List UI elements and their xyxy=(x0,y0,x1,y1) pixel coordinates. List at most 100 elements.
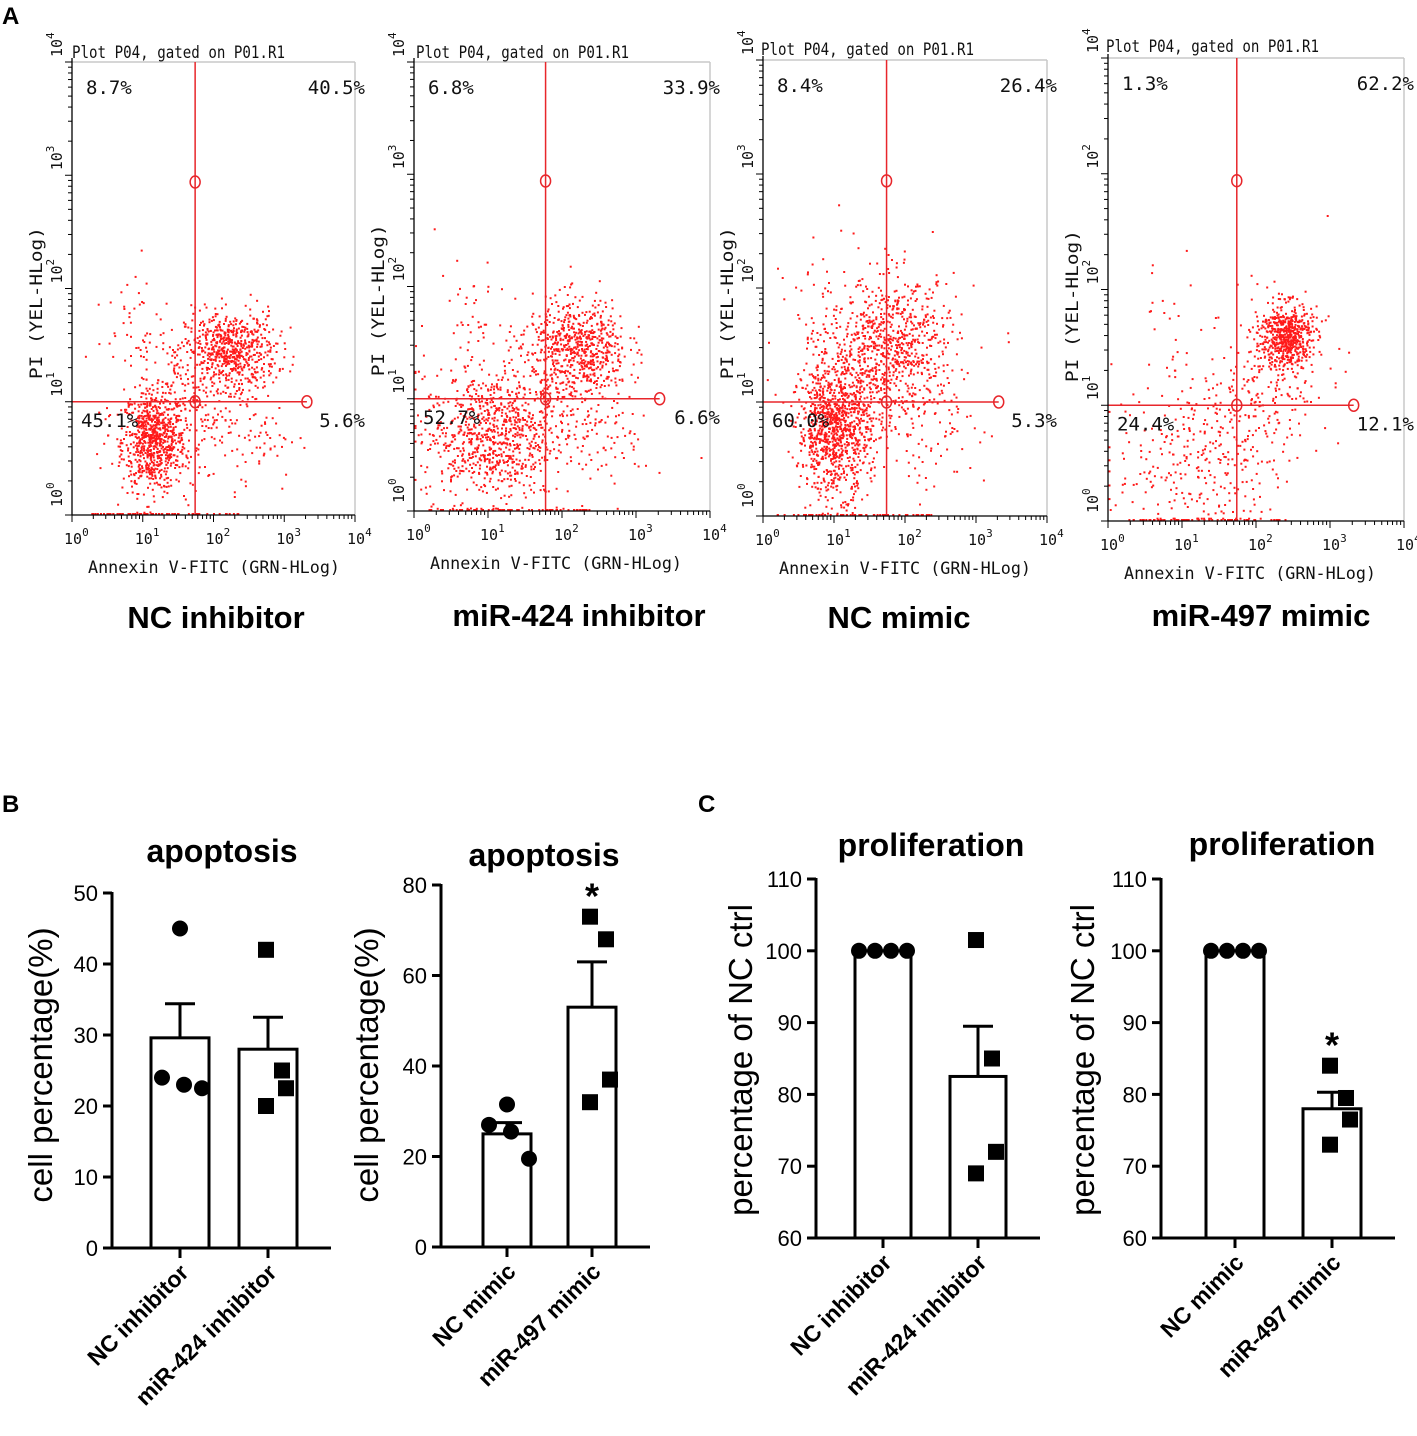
event-dot xyxy=(226,328,229,331)
event-dot xyxy=(250,330,253,333)
event-dot xyxy=(547,399,550,402)
event-dot xyxy=(465,420,468,423)
event-dot xyxy=(814,412,817,415)
event-dot xyxy=(214,358,217,361)
event-dot xyxy=(152,415,155,418)
event-dot xyxy=(886,304,889,307)
event-dot xyxy=(907,354,910,357)
event-dot xyxy=(155,345,158,348)
event-dot xyxy=(589,363,592,366)
event-dot xyxy=(455,399,458,402)
event-dot xyxy=(116,513,119,515)
event-dot xyxy=(494,488,497,491)
event-dot xyxy=(210,359,213,362)
event-dot xyxy=(216,329,219,332)
event-dot xyxy=(136,447,138,450)
plot-caption: miR-424 inhibitor xyxy=(452,598,705,633)
event-dot xyxy=(843,506,846,509)
event-dot xyxy=(152,464,155,467)
event-dot xyxy=(146,432,149,434)
event-dot xyxy=(163,440,166,442)
event-dot xyxy=(150,455,153,458)
event-dot xyxy=(106,407,108,410)
event-dot xyxy=(547,490,550,493)
event-dot xyxy=(471,433,474,436)
event-dot xyxy=(922,358,924,361)
event-dot xyxy=(898,355,901,358)
event-dot xyxy=(165,446,168,449)
event-dot xyxy=(211,353,214,356)
y-tick-label: 104 xyxy=(386,32,408,57)
event-dot xyxy=(201,349,204,352)
event-dot xyxy=(155,513,158,515)
event-dot xyxy=(877,306,880,309)
event-dot xyxy=(859,382,862,385)
event-dot xyxy=(146,447,149,450)
event-dot xyxy=(260,345,263,348)
event-dot xyxy=(477,444,480,447)
event-dot xyxy=(248,341,251,344)
event-dot xyxy=(854,376,857,379)
event-dot xyxy=(866,471,869,474)
event-dot xyxy=(150,452,153,455)
event-dot xyxy=(161,386,164,388)
event-dot xyxy=(493,405,496,407)
event-dot xyxy=(829,415,832,418)
event-dot xyxy=(883,336,886,339)
event-dot xyxy=(252,414,255,417)
event-dot xyxy=(186,364,189,367)
event-dot xyxy=(217,413,219,416)
event-dot xyxy=(152,429,155,432)
event-dot xyxy=(808,432,811,435)
event-dot xyxy=(487,454,490,456)
event-dot xyxy=(184,384,187,387)
event-dot xyxy=(508,448,511,451)
event-dot xyxy=(176,464,179,467)
event-dot xyxy=(223,346,226,349)
event-dot xyxy=(581,509,584,511)
event-dot xyxy=(542,339,545,342)
event-dot xyxy=(851,512,854,514)
event-dot xyxy=(818,438,821,441)
event-dot xyxy=(546,378,549,381)
event-dot xyxy=(545,509,548,511)
event-dot xyxy=(875,318,878,321)
event-dot xyxy=(432,404,435,407)
event-dot xyxy=(190,375,193,378)
event-dot xyxy=(170,456,173,459)
event-dot xyxy=(122,477,125,480)
event-dot xyxy=(845,369,848,372)
event-dot xyxy=(248,346,251,349)
event-dot xyxy=(563,395,566,398)
event-dot xyxy=(220,342,223,345)
event-dot xyxy=(214,344,217,347)
event-dot xyxy=(421,441,424,444)
event-dot xyxy=(612,370,615,372)
event-dot xyxy=(578,362,581,365)
event-dot xyxy=(489,394,492,396)
event-dot xyxy=(594,306,597,309)
event-dot xyxy=(818,412,821,415)
event-dot xyxy=(831,458,834,460)
event-dot xyxy=(129,398,132,401)
event-dot xyxy=(201,420,204,423)
event-dot xyxy=(230,331,233,334)
event-dot xyxy=(819,396,822,399)
event-dot xyxy=(145,387,148,390)
event-dot xyxy=(164,423,167,426)
event-dot xyxy=(240,329,243,332)
y-tick-base: 10 xyxy=(390,39,408,57)
event-dot xyxy=(164,406,167,409)
event-dot xyxy=(179,347,182,350)
event-dot xyxy=(441,432,444,435)
event-dot xyxy=(833,447,836,449)
event-dot xyxy=(214,329,216,332)
y-tick-exponent: 3 xyxy=(386,145,399,152)
event-dot xyxy=(572,357,575,360)
event-dot xyxy=(461,324,464,326)
event-dot xyxy=(149,453,152,455)
event-dot xyxy=(812,444,815,447)
event-dot xyxy=(143,445,146,448)
event-dot xyxy=(488,460,491,462)
event-dot xyxy=(849,431,852,434)
